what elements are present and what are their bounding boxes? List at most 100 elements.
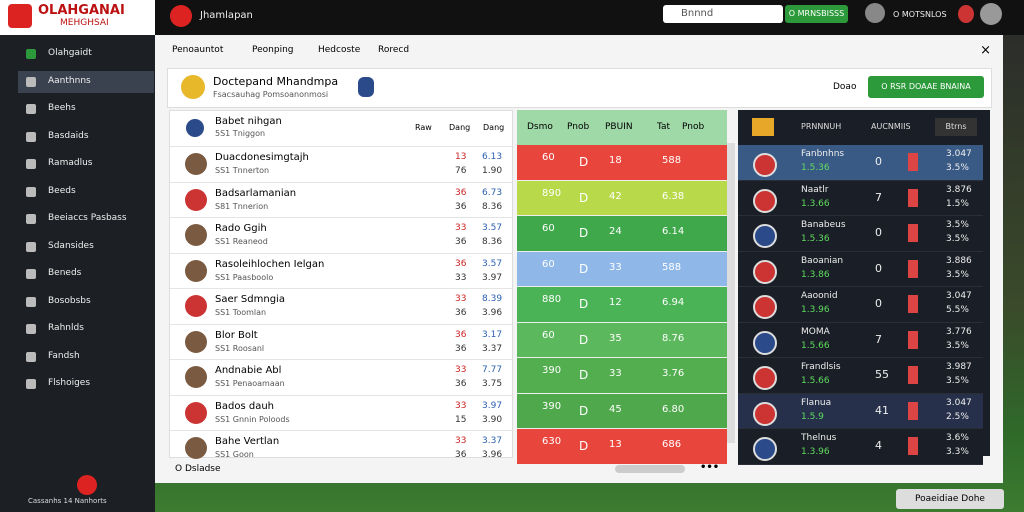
nav-label[interactable]: Sdansides: [48, 240, 94, 251]
team-name[interactable]: Banabeus: [801, 220, 846, 230]
tab[interactable]: Hedcoste: [318, 45, 361, 55]
dark-row[interactable]: Naatlr 1.3.66 7 3.876 1.5%: [738, 180, 983, 216]
player-row[interactable]: Blor Bolt SS1 Roosanl 36 3.17 36 3.37: [170, 323, 512, 361]
score-row[interactable]: 630 D 13 686: [517, 429, 727, 464]
dark-row[interactable]: Flanua 1.5.9 41 3.047 2.5%: [738, 393, 983, 429]
dark-row[interactable]: Banabeus 1.5.36 0 3.5% 3.5%: [738, 216, 983, 252]
nav-label[interactable]: Beeiaccs Pasbass: [48, 213, 127, 223]
nav-label[interactable]: Beeds: [48, 185, 76, 196]
nav-label[interactable]: Aanthnns: [48, 75, 91, 86]
player-avatar: [185, 330, 207, 353]
nav-label[interactable]: Basdaids: [48, 130, 89, 141]
profile[interactable]: [980, 3, 1002, 25]
team-stat: 5.5%: [946, 305, 969, 315]
nav-item[interactable]: Fandsh: [18, 346, 154, 368]
score-row[interactable]: 60 D 18 588: [517, 145, 727, 180]
score-row[interactable]: 390 D 45 6.80: [517, 393, 727, 428]
score-row[interactable]: 60 D 24 6.14: [517, 216, 727, 251]
close-button[interactable]: ×: [980, 43, 991, 58]
team-sub: 1.5.36: [801, 234, 830, 244]
player-row[interactable]: Duacdonesimgtajh SS1 Tnnerton 13 6.13 76 1.90: [170, 146, 512, 183]
column-header: AUCNMIIS: [871, 122, 911, 131]
nav-item[interactable]: Beeds: [18, 181, 154, 203]
team-name[interactable]: Naatlr: [801, 184, 829, 195]
player-name[interactable]: Bados dauh: [215, 400, 274, 412]
dark-row[interactable]: Fanbnhns 1.5.36 0 3.047 3.5%: [738, 145, 983, 181]
nav-label[interactable]: Rahnlds: [48, 323, 84, 333]
score-cell: 13: [609, 439, 622, 450]
stat: 36: [455, 343, 467, 354]
pager[interactable]: [615, 465, 685, 473]
nav-item[interactable]: Aanthnns: [18, 70, 154, 93]
nav-label[interactable]: Beehs: [48, 103, 76, 113]
player-sub: SS1 Gnnin Poloods: [215, 414, 290, 424]
nav-label[interactable]: Fandsh: [48, 350, 80, 361]
dark-row[interactable]: Frandlsis 1.5.66 55 3.987 3.5%: [738, 358, 983, 394]
score-row[interactable]: 390 D 33 3.76: [517, 358, 727, 393]
tab[interactable]: Peonping: [252, 45, 294, 55]
player-name[interactable]: Duacdonesimgtajh: [215, 152, 309, 163]
dark-button[interactable]: Btrns: [935, 118, 977, 136]
nav-item[interactable]: Ramadlus: [18, 153, 154, 175]
player-name[interactable]: Saer Sdmngia: [215, 294, 285, 305]
player-row[interactable]: Rado Ggih SS1 Reaneod 33 3.57 36 8.36: [170, 217, 512, 254]
team-name[interactable]: Aaoonid: [801, 291, 838, 301]
team-score: 0: [875, 226, 882, 239]
player-name[interactable]: Andnabie Abl: [215, 365, 282, 376]
nav-item[interactable]: Flshoiges: [18, 373, 154, 395]
nav-item[interactable]: Basdaids: [18, 126, 154, 148]
team-name[interactable]: Frandlsis: [801, 362, 841, 372]
nav-item[interactable]: Beeiaccs Pasbass: [18, 208, 154, 230]
team-name[interactable]: MOMA: [801, 326, 830, 337]
nav-label[interactable]: Beneds: [48, 268, 82, 278]
player-row[interactable]: Andnabie Abl SS1 Penaoamaan 33 7.77 36 3.75: [170, 359, 512, 396]
nav-label[interactable]: Flshoiges: [48, 378, 91, 388]
team-stat: 3.047: [946, 149, 972, 159]
search-button[interactable]: O MRNSBISSS: [785, 5, 848, 23]
score-cell: D: [579, 403, 589, 418]
dark-row[interactable]: Aaoonid 1.3.96 0 3.047 5.5%: [738, 287, 983, 323]
player-row[interactable]: Rasoleihlochen Ielgan SS1 Paasboolo 36 3.57…: [170, 252, 512, 290]
dark-row[interactable]: Baoanian 1.3.86 0 3.886 3.5%: [738, 251, 983, 287]
player-row[interactable]: Badsarlamanian S81 Tnnerion 36 6.73 36 8.36: [170, 181, 512, 219]
footer-chip[interactable]: Poaeidiae Dohe: [896, 489, 1004, 509]
player-name[interactable]: Rasoleihlochen Ielgan: [215, 258, 325, 270]
nav-item[interactable]: Bosobsbs: [18, 291, 154, 313]
tab[interactable]: Rorecd: [378, 45, 410, 55]
player-name[interactable]: Badsarlamanian: [215, 187, 297, 199]
nav-label[interactable]: Ramadlus: [48, 158, 93, 168]
header-link[interactable]: Doao: [833, 82, 857, 92]
search-box[interactable]: Bnnnd: [663, 5, 783, 23]
nav-item[interactable]: Beehs: [18, 98, 154, 120]
team-name[interactable]: Thelnus: [801, 433, 837, 443]
team-name[interactable]: Baoanian: [801, 255, 844, 266]
team-name[interactable]: Flanua: [801, 397, 832, 408]
team-name[interactable]: Fanbnhns: [801, 149, 845, 159]
nav-item[interactable]: Olahgaidt: [18, 43, 154, 65]
user-name[interactable]: O MOTSNLOS: [893, 10, 947, 19]
more-button[interactable]: •••: [700, 462, 720, 473]
avatar[interactable]: [865, 3, 885, 23]
score-row[interactable]: 60 D 35 8.76: [517, 322, 727, 357]
player-name[interactable]: Rado Ggih: [215, 223, 267, 234]
score-row[interactable]: 60 D 33 588: [517, 251, 727, 286]
nav-item[interactable]: Rahnlds: [18, 318, 154, 340]
score-row[interactable]: 880 D 12 6.94: [517, 287, 727, 322]
score-row[interactable]: 890 D 42 6.38: [517, 180, 727, 215]
scrollbar[interactable]: [727, 143, 735, 443]
player-row[interactable]: Bahe Vertlan SS1 Goon 33 3.37 36 3.96: [170, 430, 512, 467]
dark-row[interactable]: Thelnus 1.3.96 4 3.6% 3.3%: [738, 429, 983, 465]
dark-row[interactable]: MOMA 1.5.66 7 3.776 3.5%: [738, 322, 983, 358]
player-row[interactable]: Saer Sdmngia SS1 Toomlan 33 8.39 36 3.96: [170, 288, 512, 325]
stat: 3.97: [482, 272, 503, 283]
footer-left[interactable]: O Dsladse: [175, 464, 221, 474]
player-row[interactable]: Bados dauh SS1 Gnnin Poloods 33 3.97 15 3.90: [170, 394, 512, 432]
nav-label[interactable]: Bosobsbs: [48, 295, 91, 306]
nav-item[interactable]: Beneds: [18, 263, 154, 285]
nav-label[interactable]: Olahgaidt: [48, 48, 92, 58]
player-name[interactable]: Blor Bolt: [215, 329, 258, 341]
nav-item[interactable]: Sdansides: [18, 236, 154, 258]
tab[interactable]: Penoauntot: [172, 45, 224, 55]
header-button[interactable]: O RSR DOAAE BNAINA: [868, 76, 984, 98]
player-name[interactable]: Bahe Vertlan: [215, 436, 280, 447]
